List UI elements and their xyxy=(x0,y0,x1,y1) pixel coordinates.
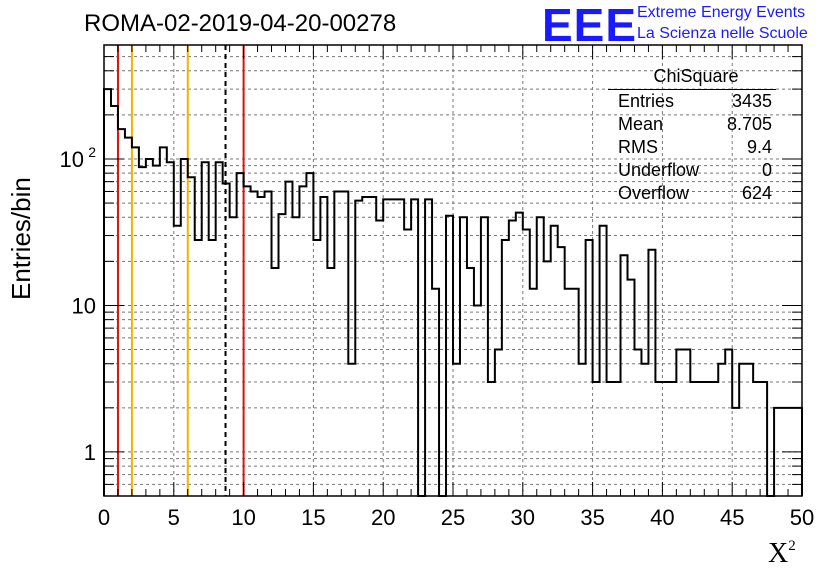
x-tick-label: 30 xyxy=(511,505,535,530)
x-tick-label: 45 xyxy=(720,505,744,530)
stats-row-entries: Entries 3435 xyxy=(608,90,776,113)
stats-header: ChiSquare xyxy=(608,66,776,90)
stats-value: 9.4 xyxy=(746,137,772,157)
x-tick-label: 50 xyxy=(790,505,814,530)
x-axis-title-sup: 2 xyxy=(788,538,796,554)
stats-row-rms: RMS 9.4 xyxy=(608,136,776,159)
stats-label: Underflow xyxy=(618,160,700,180)
x-tick-label: 25 xyxy=(441,505,465,530)
stats-label: Overflow xyxy=(618,183,690,203)
stats-value: 624 xyxy=(741,183,772,203)
logo-line-1: Extreme Energy Events xyxy=(637,4,806,21)
stats-row-underflow: Underflow 0 xyxy=(608,159,776,182)
logo-line-2: La Scienza nelle Scuole xyxy=(637,25,808,42)
stats-label: Entries xyxy=(618,91,675,111)
stats-value: 3435 xyxy=(731,91,772,111)
eee-logo: EEE xyxy=(542,0,638,51)
axis-ticks xyxy=(103,44,803,497)
marker-lines xyxy=(116,45,245,496)
stats-value: 8.705 xyxy=(726,114,772,134)
histogram-series xyxy=(103,88,803,497)
y-axis-title: Entries/bin xyxy=(6,177,36,300)
stats-label: Mean xyxy=(618,114,664,134)
x-axis-title: X2 xyxy=(768,538,796,570)
x-tick-label: 10 xyxy=(231,505,255,530)
y-tick-label: 1 xyxy=(84,440,96,465)
x-tick-label: 20 xyxy=(371,505,395,530)
x-tick-label: 35 xyxy=(580,505,604,530)
y-tick-label: 10 xyxy=(60,147,84,172)
stats-row-overflow: Overflow 624 xyxy=(608,182,776,205)
x-tick-label: 40 xyxy=(650,505,674,530)
stats-label: RMS xyxy=(618,137,658,157)
x-tick-label: 0 xyxy=(98,505,110,530)
x-axis-title-base: X xyxy=(768,538,789,569)
y-tick-label-exponent: 2 xyxy=(88,144,96,160)
x-tick-label: 5 xyxy=(168,505,180,530)
stats-box: ChiSquare Entries 3435 Mean 8.705 RMS 9.4 U… xyxy=(608,66,776,205)
y-tick-label: 10 xyxy=(72,293,96,318)
x-tick-label: 15 xyxy=(301,505,325,530)
stats-row-mean: Mean 8.705 xyxy=(608,113,776,136)
run-title: ROMA-02-2019-04-20-00278 xyxy=(84,10,397,37)
stats-value: 0 xyxy=(761,160,772,180)
